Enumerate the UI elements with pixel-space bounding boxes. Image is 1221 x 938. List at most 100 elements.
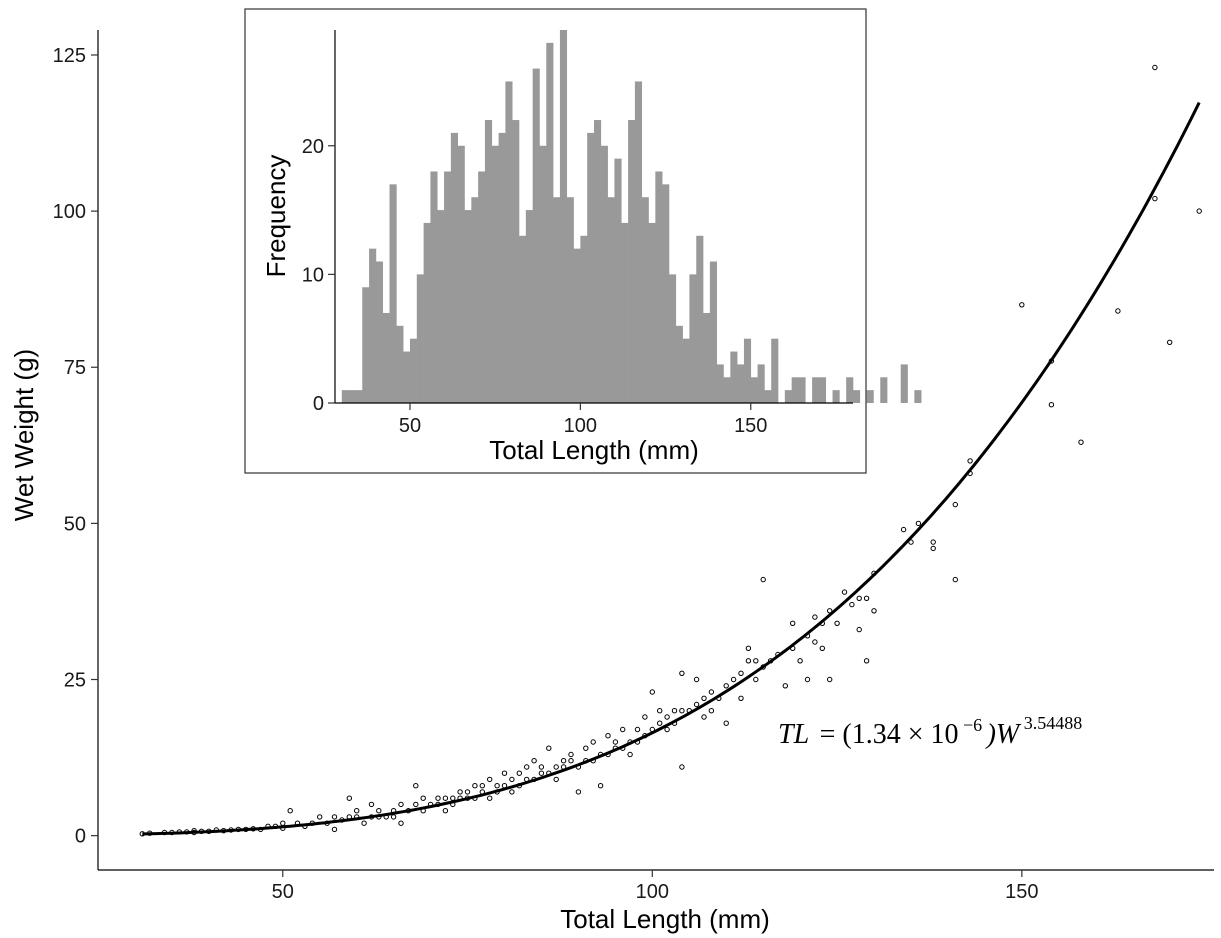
histogram-bar — [743, 338, 752, 403]
data-point — [657, 720, 663, 726]
x-tick-label: 50 — [272, 881, 294, 903]
data-point — [368, 801, 375, 808]
data-point — [450, 795, 456, 801]
histogram-bar — [914, 390, 922, 403]
histogram-bar — [478, 171, 486, 403]
data-point — [479, 783, 485, 789]
histogram-bar — [519, 235, 527, 403]
fit-equation: TL = (1.34 × 10 −6 )W 3.54488 — [778, 713, 1082, 750]
inset-y-tick-label: 10 — [302, 264, 324, 286]
data-point — [952, 501, 958, 508]
data-point — [915, 520, 922, 527]
histogram-bar — [730, 351, 738, 403]
histogram-bar — [382, 312, 390, 403]
data-point — [346, 795, 352, 801]
data-point — [472, 783, 478, 789]
data-point — [782, 683, 788, 689]
histogram-bar — [566, 197, 574, 403]
histogram-bar — [444, 171, 452, 403]
data-point — [804, 676, 811, 683]
data-point — [413, 801, 419, 808]
histogram-bar — [880, 377, 888, 403]
histogram-bar — [791, 377, 799, 403]
inset-bars — [341, 30, 922, 404]
data-point — [509, 789, 515, 795]
histogram-bar — [341, 390, 349, 403]
histogram-bar — [614, 158, 622, 403]
histogram-bar — [818, 377, 827, 403]
data-point — [657, 708, 663, 714]
histogram-bar — [362, 287, 370, 403]
histogram-bar — [846, 377, 854, 403]
data-point — [642, 714, 648, 720]
y-tick-label: 100 — [53, 201, 86, 223]
histogram-bar — [525, 210, 533, 403]
data-point — [738, 670, 744, 676]
data-point — [612, 739, 619, 745]
histogram-bar — [403, 351, 411, 403]
histogram-bar — [628, 120, 636, 403]
data-point — [546, 745, 552, 751]
histogram-bar — [750, 377, 758, 403]
data-point — [1019, 302, 1025, 308]
data-point — [1196, 208, 1202, 214]
histogram-bar — [423, 222, 431, 403]
inset-axes: 50 100 150 0 10 20 — [302, 30, 853, 437]
data-point — [398, 820, 404, 826]
data-point — [1152, 195, 1158, 202]
data-point — [708, 708, 715, 714]
data-point — [693, 701, 700, 708]
histogram-bar — [716, 364, 724, 403]
histogram-bar — [355, 390, 363, 403]
data-point — [900, 526, 907, 533]
data-point — [501, 770, 508, 776]
y-axis-title: Wet Weight (g) — [9, 349, 39, 521]
data-point — [390, 814, 397, 820]
data-point — [841, 589, 848, 595]
data-point — [538, 764, 545, 770]
inset-x-tick-label: 50 — [399, 415, 421, 437]
x-axis-title: Total Length (mm) — [560, 904, 770, 934]
histogram-bar — [764, 390, 772, 403]
x-tick-label: 150 — [1005, 881, 1038, 903]
histogram-bar — [696, 235, 704, 403]
histogram-bar — [853, 390, 861, 403]
data-point — [871, 608, 877, 614]
data-point — [435, 795, 441, 801]
histogram-bar — [430, 171, 438, 403]
data-point — [287, 808, 293, 814]
x-tick-label: 100 — [636, 881, 669, 903]
data-point — [575, 789, 582, 795]
histogram-bar — [375, 261, 384, 403]
inset-y-tick-label: 0 — [313, 393, 324, 415]
y-tick-label: 125 — [53, 45, 86, 67]
data-point — [812, 639, 818, 645]
data-point — [531, 758, 537, 764]
data-point — [849, 601, 855, 608]
data-point — [930, 539, 936, 545]
histogram-bar — [784, 390, 792, 403]
data-point — [745, 658, 752, 664]
data-point — [863, 658, 870, 664]
data-point — [649, 689, 655, 695]
histogram-bar — [512, 120, 520, 403]
inset-histogram: 50 100 150 0 10 20 Total Length (mm) Frequenc… — [244, 8, 922, 474]
histogram-bar — [798, 377, 806, 403]
data-point — [620, 726, 626, 733]
inset-x-tick-label: 100 — [564, 415, 597, 437]
histogram-bar — [682, 338, 690, 403]
data-point — [908, 539, 914, 545]
data-point — [398, 801, 404, 808]
data-point — [856, 595, 862, 601]
y-tick-label: 25 — [64, 670, 86, 692]
data-point — [568, 758, 574, 764]
y-tick-label: 0 — [75, 826, 86, 848]
histogram-bar — [594, 120, 602, 403]
histogram-bar — [703, 312, 711, 403]
data-point — [819, 645, 825, 651]
histogram-bar — [546, 42, 554, 404]
data-point — [827, 676, 833, 683]
data-point — [317, 814, 323, 820]
histogram-bar — [771, 338, 779, 403]
